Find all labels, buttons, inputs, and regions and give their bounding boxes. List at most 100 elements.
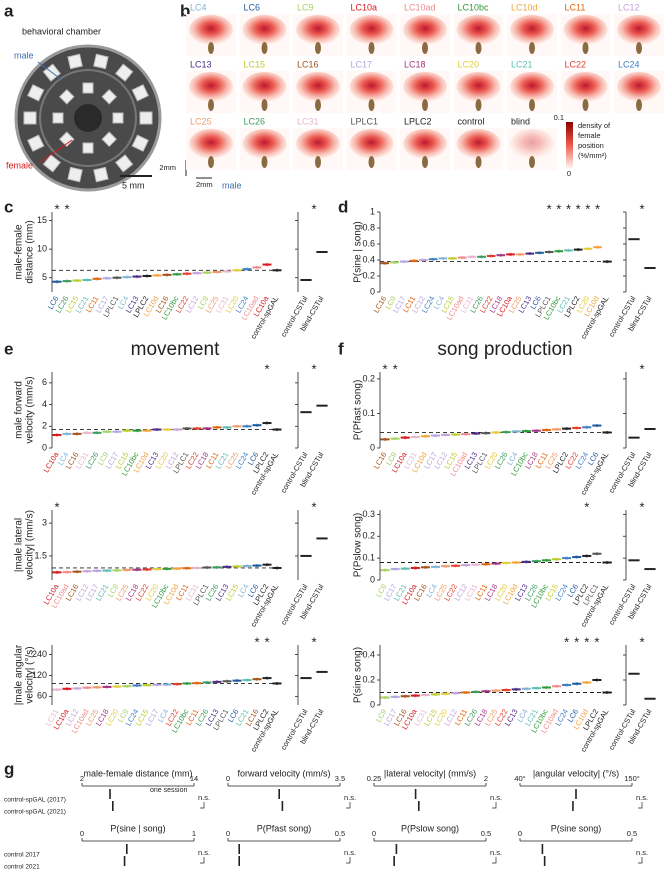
pad <box>42 154 61 173</box>
mean-dot <box>165 273 169 277</box>
heatmap <box>242 129 287 159</box>
mean-dot <box>544 685 549 690</box>
y-axis-label: velocity| (°/s) <box>25 646 36 703</box>
mean-dot <box>275 427 279 432</box>
heatmap <box>242 15 287 45</box>
mean-dot <box>65 687 69 691</box>
fly <box>422 99 428 111</box>
ns-label: n.s. <box>198 848 210 857</box>
row-label: control-spGAL (2017) <box>4 797 66 804</box>
mean-dot <box>205 680 209 685</box>
mean-dot <box>554 557 559 561</box>
subplot-title: P(sine song) <box>551 823 602 833</box>
pad <box>52 112 64 124</box>
mean-dot <box>454 432 458 437</box>
mean-dot <box>55 688 59 692</box>
heatmap <box>403 129 447 159</box>
mean-dot <box>514 687 518 691</box>
heatmap-label: LC9 <box>297 2 314 12</box>
mean-dot <box>484 689 488 693</box>
mean-dot <box>245 564 249 568</box>
mean-dot <box>65 279 69 283</box>
mean-dot <box>215 565 219 569</box>
fly <box>582 99 589 111</box>
mean-dot <box>245 267 249 271</box>
heatmap-label: LC10ad <box>404 2 436 12</box>
mean-dot <box>504 688 508 692</box>
heatmap <box>189 129 233 159</box>
mean-dot <box>245 424 249 428</box>
mean-dot <box>595 678 599 682</box>
mean-dot <box>474 431 478 436</box>
fly <box>529 99 535 111</box>
significance-star: * <box>594 634 599 649</box>
heatmap-label: LC17 <box>351 59 373 69</box>
x-tick-label: 0.5 <box>335 829 345 838</box>
mean-dot <box>576 248 580 252</box>
y-tick-label: 0.1 <box>362 553 375 563</box>
mean-dot <box>383 261 387 265</box>
mean-dot <box>474 690 478 694</box>
y-tick-label: 5 <box>42 272 47 282</box>
y-axis-label: velocity (mm/s) <box>25 376 36 443</box>
x-tick-label: 3.5 <box>335 774 345 783</box>
y-axis-label: male-female <box>14 224 25 279</box>
mean-dot <box>528 252 532 256</box>
section-title: song production <box>437 339 572 360</box>
mean-dot <box>508 252 513 256</box>
mean-dot <box>605 260 609 264</box>
heatmap-label: LC31 <box>297 116 319 126</box>
heatmap <box>189 15 233 45</box>
mean-dot <box>484 431 488 435</box>
y-axis-label: male forward <box>14 381 25 439</box>
mean-dot <box>464 690 468 695</box>
y-tick-label: 0 <box>370 699 375 709</box>
section-title: movement <box>131 339 220 360</box>
y-tick-label: 0.4 <box>362 649 375 659</box>
mean-dot <box>565 556 569 560</box>
ns-label: n.s. <box>490 793 502 802</box>
mean-dot <box>155 273 159 278</box>
heatmap <box>349 15 394 45</box>
subplot-title: P(sine | song) <box>110 823 165 833</box>
mean-dot <box>595 552 599 556</box>
significance-star: * <box>576 201 581 216</box>
mean-dot <box>524 687 528 691</box>
mean-dot <box>585 554 589 558</box>
y-tick-label: 240 <box>32 649 47 659</box>
significance-star: * <box>566 201 571 216</box>
heatmap <box>617 72 661 102</box>
pad <box>112 112 124 124</box>
heatmap-label: LC21 <box>511 59 533 69</box>
heatmap <box>349 129 394 159</box>
mean-dot <box>547 250 551 254</box>
y-tick-label: 0.2 <box>362 674 375 684</box>
scale-label: 2mm <box>159 163 176 172</box>
mean-dot <box>403 567 407 571</box>
mean-dot <box>225 679 229 683</box>
significance-star: * <box>54 499 59 514</box>
chamber-ring <box>39 69 137 167</box>
mean-dot <box>125 568 129 572</box>
annotation: one session <box>150 787 187 794</box>
mean-dot <box>605 430 609 435</box>
mean-dot <box>441 256 445 260</box>
heatmap <box>510 72 554 102</box>
mean-dot <box>155 427 159 432</box>
colorbar <box>566 122 573 168</box>
pad <box>131 84 149 102</box>
significance-star: * <box>564 634 569 649</box>
x-tick-label: 14 <box>190 774 198 783</box>
x-tick-label: 0.25 <box>367 774 382 783</box>
heatmap <box>349 72 394 102</box>
fly <box>208 99 214 111</box>
mean-dot <box>275 681 279 686</box>
ns-label: n.s. <box>198 793 210 802</box>
mean-dot <box>566 248 571 252</box>
mean-dot <box>165 567 169 571</box>
mean-dot <box>145 429 149 433</box>
x-tick-label: 0 <box>226 829 230 838</box>
heatmap <box>456 129 501 159</box>
mean-dot <box>454 691 458 695</box>
fly <box>368 42 375 54</box>
